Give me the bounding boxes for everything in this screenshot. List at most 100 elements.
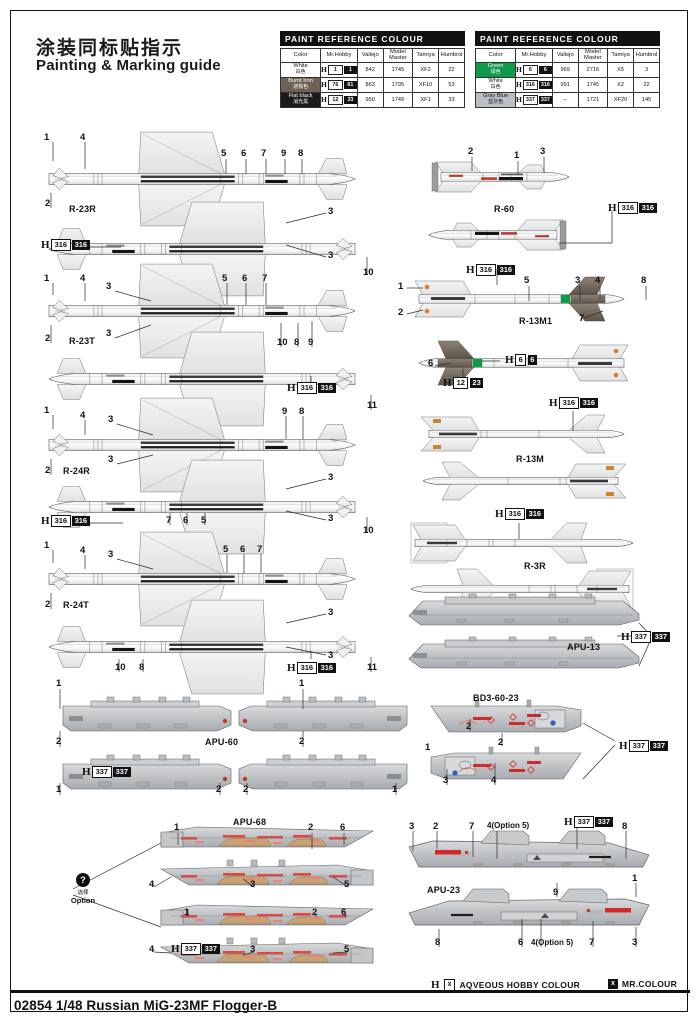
missile-body <box>410 584 630 594</box>
decal-red <box>605 908 631 913</box>
marking-band <box>140 441 235 444</box>
missile-r60 <box>428 157 613 251</box>
fin <box>138 131 225 174</box>
paint-color-name-cn: 消光黑 <box>293 98 309 105</box>
h-letter: H <box>321 80 327 89</box>
marking-band <box>169 643 264 646</box>
leader-line <box>285 478 327 490</box>
apu60-lug <box>282 754 291 761</box>
apu23-lug <box>605 863 615 866</box>
fin-tip <box>559 220 567 250</box>
mrcolour-code: 316 <box>639 203 657 213</box>
paint-color-name-en: Gray Blue <box>483 93 509 100</box>
decal-red <box>293 835 311 838</box>
missile-body <box>428 429 625 439</box>
technical-drawings-layer <box>11 11 689 1013</box>
paint-reference-table-left: PAINT REFERENCE COLOUR Color Mr.Hobby Va… <box>279 31 465 108</box>
marking-band <box>439 432 477 436</box>
decal-red <box>329 837 347 840</box>
decal-red-arc <box>458 720 478 726</box>
rail-detail <box>456 661 467 666</box>
paint-table-body: White 白色 H 1 1 842 1745 XF2 22 Burnt Iron 烧铁色 H 76 61… <box>279 61 465 108</box>
marking-band <box>112 379 135 383</box>
aqveous-code: 337 <box>181 943 201 955</box>
rail-lug <box>468 593 477 599</box>
decal-red-diamond <box>527 766 535 774</box>
part-number-callout: 4 <box>80 410 86 421</box>
paint-code-tag-337: H 337 337 <box>82 766 131 778</box>
drawing-label-apu-68: APU-68 <box>233 817 267 827</box>
paint-mrhobby-code: H 337 337 <box>515 91 553 108</box>
fin <box>317 184 348 200</box>
fin <box>412 546 466 562</box>
mrcolour-code: 337 <box>113 767 131 777</box>
fin <box>317 158 348 174</box>
fin <box>56 384 87 400</box>
paint-color-name-en: Flat black <box>288 93 313 100</box>
decal-orange <box>424 308 430 314</box>
marking-band <box>570 479 608 483</box>
leader-line <box>332 951 349 954</box>
h-letter: H <box>321 95 327 104</box>
option-marker: ? 选择 Option <box>55 873 111 905</box>
drawing-label-r-23t: R-23T <box>69 336 96 346</box>
part-number-callout: 10 <box>277 337 288 348</box>
part-number-callout: 2 <box>498 737 504 748</box>
pylon-apu-23 <box>408 826 650 947</box>
green-band <box>560 294 571 304</box>
mrcolour-code: 316 <box>538 80 552 89</box>
paint-modelmaster-code: 1795 <box>382 76 414 93</box>
decal-blue <box>452 770 458 776</box>
h-letter: H <box>621 631 630 643</box>
page-title-chinese: 涂装同标贴指示 <box>36 38 184 59</box>
part-number-callout: 5 <box>344 879 350 890</box>
h-letter: H <box>287 382 296 394</box>
instruction-sheet-page: 涂装同标贴指示 Painting & Marking guide PAINT R… <box>10 10 688 1012</box>
apu23-detail <box>585 910 603 914</box>
marking-band <box>140 175 235 178</box>
missile-body <box>48 305 356 317</box>
mrcolour-code: 337 <box>652 632 670 642</box>
paint-color-name-en: White <box>488 78 503 85</box>
leader-line <box>285 212 327 224</box>
apu60-lug <box>132 754 141 761</box>
canard <box>335 237 353 249</box>
part-number-callout: 10 <box>363 267 374 278</box>
part-number-callout: 3 <box>328 650 334 661</box>
missile-r23r <box>48 131 368 297</box>
marking-band <box>427 541 457 545</box>
fin <box>179 599 266 642</box>
part-number-callout: 1 <box>632 873 638 884</box>
part-number-callout: 2 <box>56 736 62 747</box>
leader-line <box>406 309 424 315</box>
aqveous-code: 337 <box>629 740 649 752</box>
drawing-label-r-13m: R-13M <box>516 454 545 464</box>
decal-red <box>527 714 541 717</box>
decal-red-arc <box>458 767 478 773</box>
part-number-callout: 1 <box>299 678 305 689</box>
fin <box>317 558 348 574</box>
h-letter: H <box>608 202 617 214</box>
leader-line <box>285 510 327 521</box>
apu23-lug <box>473 921 483 924</box>
leader-line <box>72 894 162 928</box>
leader-line <box>285 244 327 258</box>
apu60-lug <box>158 696 167 703</box>
decal-red <box>223 913 245 916</box>
part-number-callout: 6 <box>240 544 246 555</box>
decal-red <box>223 835 245 838</box>
mrcolour-code: 316 <box>72 240 90 250</box>
apu60-lug <box>106 696 115 703</box>
fin <box>414 280 472 295</box>
fin <box>56 358 87 374</box>
missile-r24t <box>48 531 372 695</box>
rail-lug <box>584 593 593 599</box>
apu68-lug <box>250 937 258 945</box>
decal-red-diamond <box>487 716 495 724</box>
rail-lug <box>584 636 593 642</box>
apu23-marker <box>533 855 541 860</box>
leader-line <box>285 646 327 656</box>
leader-line <box>638 638 652 667</box>
rail-lug <box>468 636 477 642</box>
